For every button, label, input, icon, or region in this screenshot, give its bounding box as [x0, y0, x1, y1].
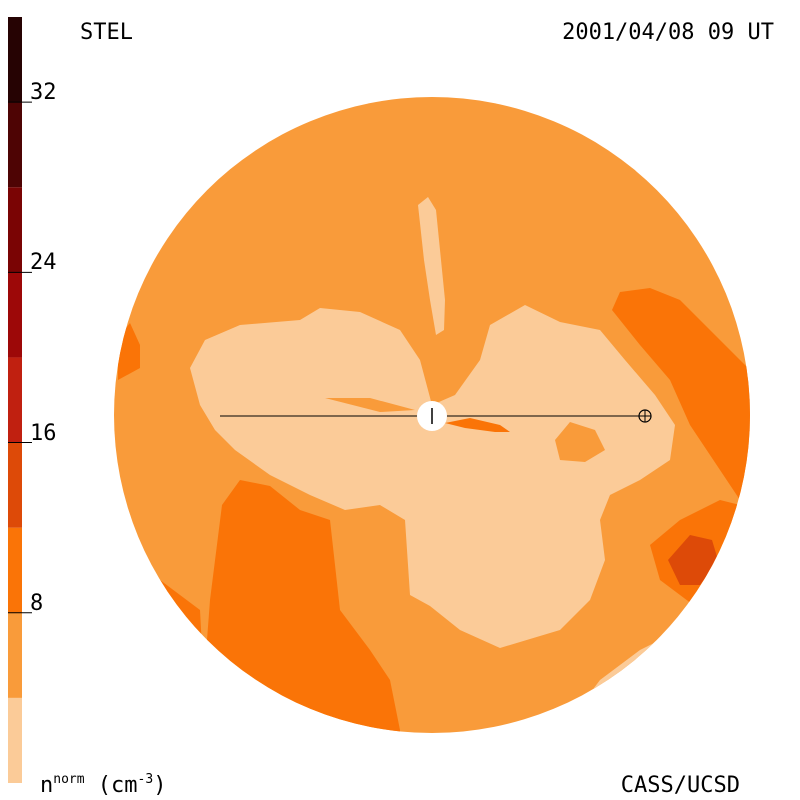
colorbar-tick-label-3: 32: [30, 80, 57, 106]
low-region-central: [190, 305, 675, 648]
colorbar-bin-7: [8, 102, 22, 188]
credit-label: CASS/UCSD: [620, 773, 740, 798]
unit-open: (cm: [84, 773, 138, 798]
colorbar-bin-2: [8, 527, 22, 613]
bg-region-east-island: [555, 422, 605, 462]
timestamp-label: 2001/04/08 09 UT: [562, 20, 774, 45]
low-region-north-streamer: [418, 197, 445, 335]
colorbar-bin-8: [8, 17, 22, 103]
high-region-east: [668, 535, 718, 585]
unit-superscript: norm: [53, 772, 85, 787]
colorbar-tick-label-1: 16: [30, 420, 57, 446]
colorbar-bin-1: [8, 612, 22, 698]
unit-symbol: n: [40, 773, 54, 798]
unit-exponent: -3: [137, 772, 154, 787]
colorbar-bin-3: [8, 442, 22, 528]
colorbar-bin-0: [8, 697, 22, 783]
colorbar-unit-label: nnorm (cm-3): [40, 772, 167, 798]
mid-region-ray: [445, 418, 510, 432]
mid-region-northeast: [612, 288, 750, 520]
bg-region-west-ray: [325, 398, 415, 412]
colorbar-tick-label-2: 24: [30, 250, 57, 276]
colorbar-bin-4: [8, 357, 22, 443]
colorbar-bin-5: [8, 272, 22, 358]
colorbar-tick-label-0: 8: [30, 590, 44, 616]
colorbar-bin-6: [8, 187, 22, 273]
unit-close: ): [153, 773, 167, 798]
observatory-label: STEL: [80, 20, 133, 45]
